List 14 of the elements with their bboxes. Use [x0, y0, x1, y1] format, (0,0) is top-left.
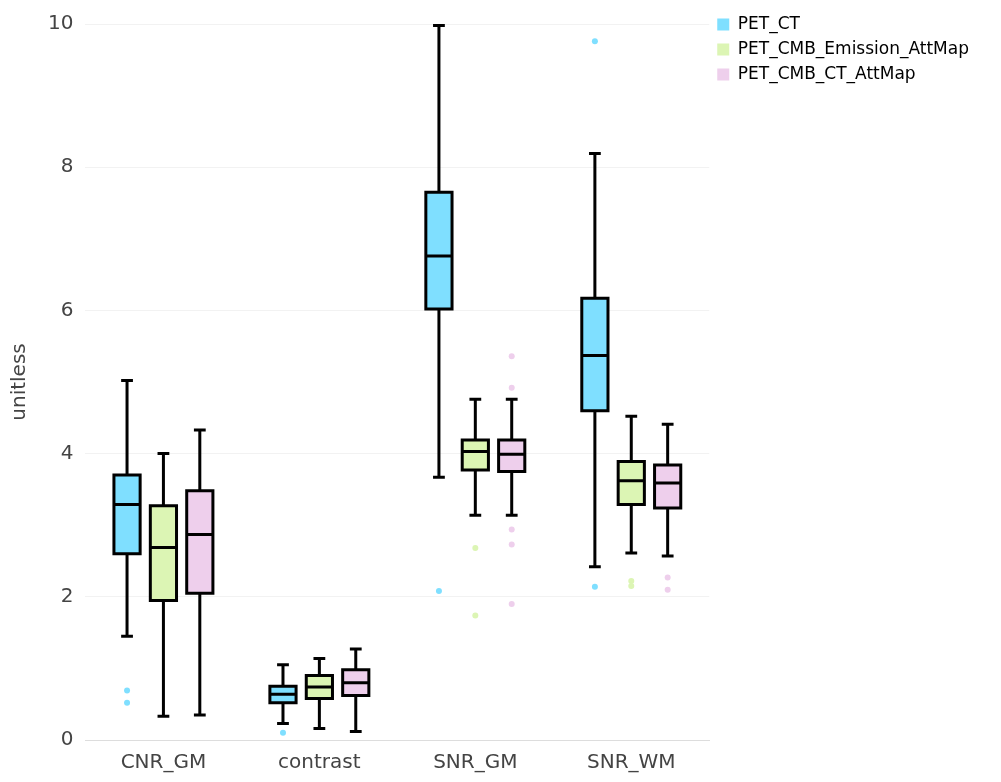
legend-label: PET_CT	[737, 12, 801, 34]
x-tick-label: SNR_GM	[433, 749, 518, 774]
y-tick-label: 4	[60, 439, 74, 464]
y-tick-label: 8	[60, 153, 74, 178]
y-tick-label: 6	[60, 296, 74, 321]
legend-label: PET_CMB_CT_AttMap	[737, 62, 916, 84]
x-tick-label: CNR_GM	[120, 749, 207, 774]
y-tick-label: 10	[48, 10, 74, 35]
y-axis-title: unitless	[6, 343, 31, 421]
y-tick-label: 0	[60, 726, 74, 751]
x-tick-label: contrast	[278, 749, 361, 774]
x-tick-label: SNR_WM	[586, 749, 676, 774]
y-tick-label: 2	[60, 583, 74, 607]
legend-label: PET_CMB_Emission_AttMap	[737, 37, 970, 59]
